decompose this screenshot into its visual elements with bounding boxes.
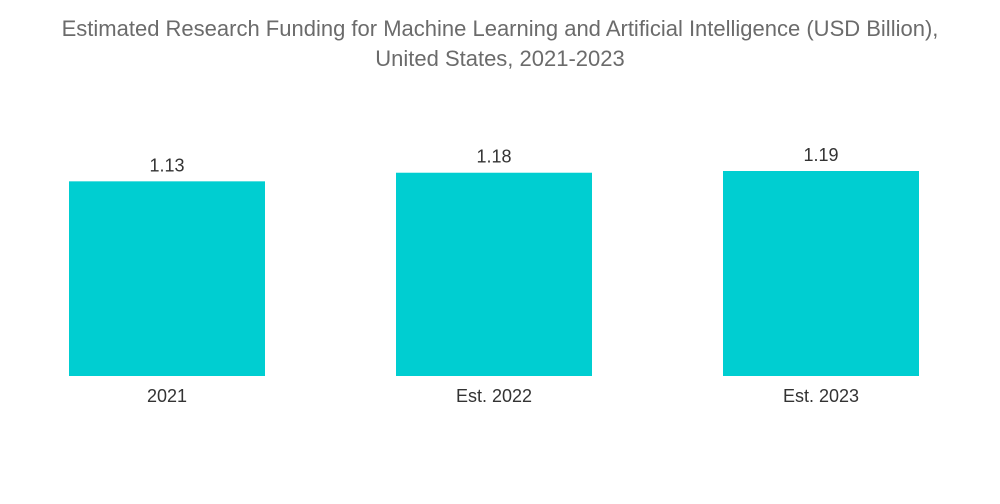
- bar-3: [723, 171, 919, 376]
- chart-title-line-1: Estimated Research Funding for Machine L…: [61, 16, 939, 41]
- bar-1: [69, 181, 265, 376]
- chart-title: Estimated Research Funding for Machine L…: [0, 14, 1000, 74]
- chart-title-line-2: United States, 2021-2023: [375, 46, 625, 71]
- category-labels-layer: 2021 Est. 2022 Est. 2023: [147, 386, 859, 406]
- category-label-3: Est. 2023: [783, 386, 859, 406]
- bar-2: [396, 172, 592, 376]
- category-label-1: 2021: [147, 386, 187, 406]
- bars-layer: [69, 171, 919, 376]
- category-label-2: Est. 2022: [456, 386, 532, 406]
- value-label-1: 1.13: [149, 155, 184, 175]
- value-labels-layer: 1.13 1.18 1.19: [149, 145, 838, 175]
- value-label-3: 1.19: [803, 145, 838, 165]
- value-label-2: 1.18: [476, 147, 511, 167]
